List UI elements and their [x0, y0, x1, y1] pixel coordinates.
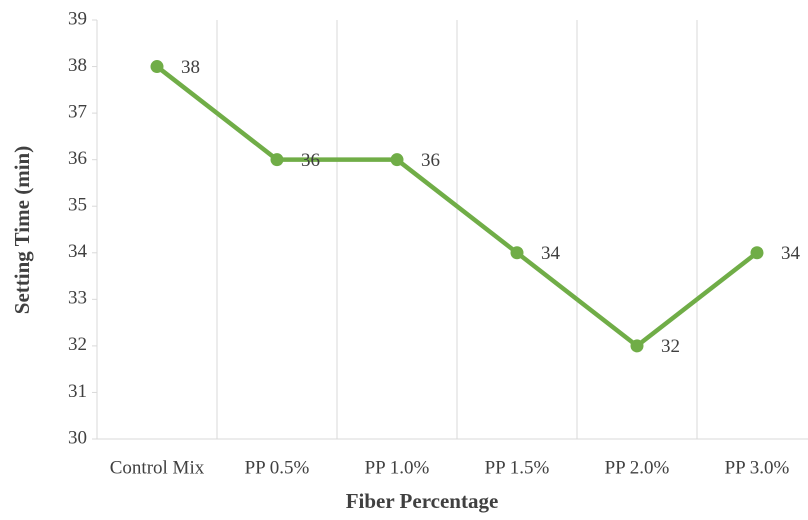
x-tick-label: Control Mix	[110, 457, 205, 478]
marker	[630, 339, 644, 353]
x-tick-label: PP 0.5%	[245, 457, 310, 478]
x-tick-label: PP 1.0%	[365, 457, 430, 478]
data-label: 38	[181, 57, 200, 78]
marker	[510, 246, 524, 260]
y-tick-label: 34	[68, 241, 88, 262]
x-tick-label: PP 1.5%	[485, 457, 550, 478]
data-label: 36	[301, 150, 320, 171]
line	[155, 64, 759, 349]
y-tick-label: 32	[68, 334, 87, 355]
x-tick-label: PP 3.0%	[725, 457, 790, 478]
y-tick-label: 31	[68, 381, 87, 402]
marker	[150, 60, 164, 74]
data-label: 32	[661, 336, 680, 357]
y-tick-label: 33	[68, 288, 87, 309]
y-tick-label: 38	[68, 55, 87, 76]
y-axis-title: Setting Time (min)	[10, 146, 34, 314]
marker	[270, 153, 284, 167]
y-tick-label: 35	[68, 195, 87, 216]
y-tick-label: 36	[68, 148, 87, 169]
marker	[390, 153, 404, 167]
x-axis-title: Fiber Percentage	[346, 489, 499, 513]
data-label: 34	[541, 243, 561, 264]
y-tick-label: 30	[68, 427, 87, 448]
marker	[750, 246, 764, 260]
data-label: 34	[781, 243, 801, 264]
x-tick-label: PP 2.0%	[605, 457, 670, 478]
data-label: 36	[421, 150, 440, 171]
y-tick-label: 39	[68, 8, 87, 29]
y-tick-label: 37	[68, 101, 87, 122]
